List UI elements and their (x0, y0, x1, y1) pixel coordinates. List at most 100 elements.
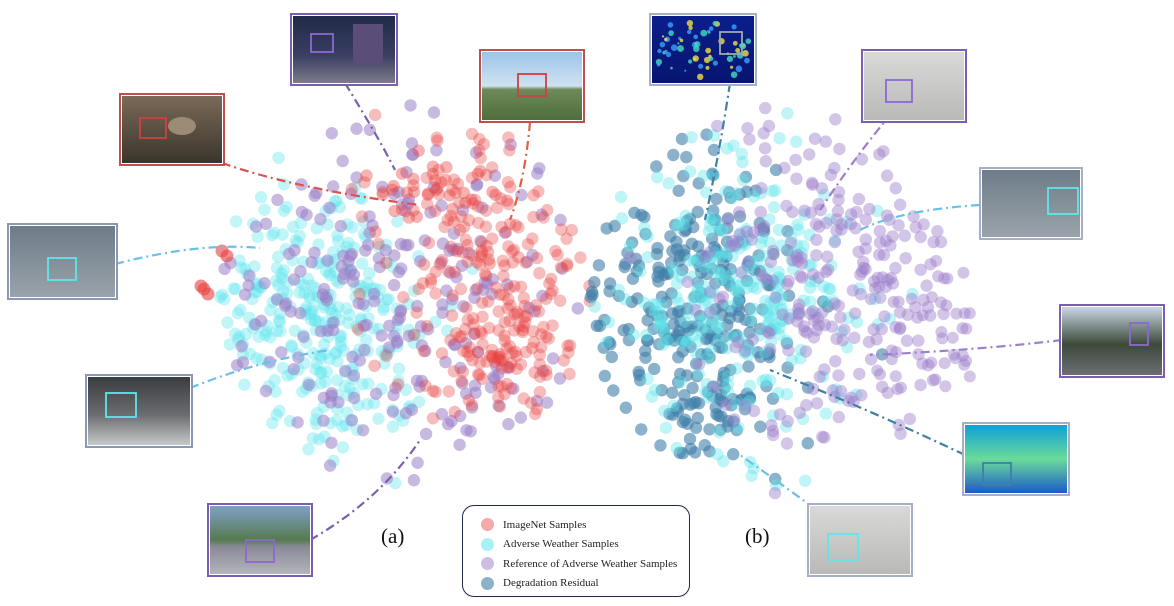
point-adverse (441, 324, 454, 337)
point-imagenet (524, 396, 538, 410)
point-reference (390, 336, 404, 349)
point-imagenet (463, 341, 477, 354)
point-residual (782, 289, 796, 302)
point-residual (756, 303, 769, 316)
point-reference (871, 364, 884, 377)
point-adverse (229, 282, 242, 296)
point-reference (732, 235, 745, 248)
point-imagenet (424, 276, 438, 289)
point-imagenet (480, 168, 493, 182)
point-adverse (667, 399, 680, 413)
point-reference (807, 331, 821, 344)
point-adverse (362, 377, 375, 390)
point-imagenet (502, 131, 515, 144)
point-adverse (343, 308, 356, 321)
point-imagenet (519, 345, 533, 359)
point-imagenet (517, 291, 531, 305)
point-imagenet (438, 220, 451, 234)
point-adverse (687, 291, 700, 305)
point-reference (761, 325, 774, 338)
point-reference (795, 257, 809, 270)
point-imagenet (441, 265, 455, 278)
point-reference (810, 233, 823, 246)
point-adverse (701, 320, 715, 334)
point-imagenet (476, 338, 489, 351)
point-adverse (713, 265, 726, 278)
point-reference (468, 379, 482, 392)
point-reference (812, 319, 826, 332)
point-adverse (270, 324, 283, 338)
point-reference (546, 352, 560, 365)
point-adverse (336, 420, 349, 433)
point-imagenet (454, 282, 468, 296)
point-adverse (655, 298, 668, 311)
point-reference (363, 210, 376, 223)
point-imagenet (508, 280, 521, 293)
point-reference (308, 246, 321, 259)
point-residual (672, 184, 685, 197)
point-imagenet (502, 197, 515, 211)
point-adverse (828, 234, 842, 247)
point-adverse (785, 253, 798, 267)
point-imagenet (465, 171, 479, 184)
point-reference (414, 320, 428, 333)
point-residual (700, 128, 713, 141)
point-imagenet (475, 247, 489, 261)
point-adverse (797, 239, 810, 253)
point-imagenet (535, 328, 548, 341)
point-imagenet (512, 251, 525, 264)
point-imagenet (501, 302, 514, 315)
point-reference (807, 382, 820, 396)
point-reference (832, 410, 845, 424)
point-residual (603, 277, 617, 290)
point-imagenet (544, 287, 557, 300)
point-imagenet (503, 340, 516, 353)
point-imagenet (465, 398, 479, 412)
point-adverse (214, 290, 227, 304)
point-reference (792, 308, 806, 321)
point-imagenet (511, 308, 525, 321)
point-reference (258, 277, 271, 290)
point-imagenet (448, 265, 461, 279)
point-imagenet (507, 243, 521, 257)
highlight-box (982, 462, 1012, 486)
point-reference (747, 404, 761, 418)
point-imagenet (453, 330, 466, 344)
point-reference (454, 361, 467, 375)
point-imagenet (527, 336, 540, 349)
point-adverse (764, 296, 777, 309)
point-adverse (223, 338, 236, 351)
point-reference (784, 236, 798, 250)
point-residual (592, 259, 606, 272)
point-reference (325, 127, 338, 140)
point-reference (813, 370, 826, 383)
point-reference (870, 333, 883, 346)
point-reference (867, 275, 881, 288)
point-reference (740, 225, 753, 238)
point-reference (554, 213, 567, 227)
leader-line (869, 338, 1063, 357)
point-reference (389, 381, 402, 395)
point-imagenet (506, 256, 519, 269)
point-reference (893, 306, 907, 319)
point-reference (879, 280, 892, 294)
point-adverse (683, 165, 697, 178)
point-imagenet (456, 245, 469, 259)
point-residual (721, 319, 734, 332)
point-reference (391, 313, 405, 327)
point-imagenet (461, 238, 474, 252)
highlight-box (885, 79, 913, 103)
point-adverse (726, 191, 739, 204)
point-adverse (735, 234, 748, 247)
point-imagenet (498, 259, 511, 272)
point-adverse (842, 311, 855, 324)
point-reference (803, 148, 816, 161)
point-imagenet (471, 282, 484, 295)
point-imagenet (537, 320, 550, 334)
point-adverse (330, 374, 344, 387)
point-reference (957, 266, 970, 279)
point-adverse (731, 187, 744, 200)
point-adverse (736, 155, 749, 169)
point-reference (778, 161, 791, 175)
point-reference (849, 222, 862, 235)
